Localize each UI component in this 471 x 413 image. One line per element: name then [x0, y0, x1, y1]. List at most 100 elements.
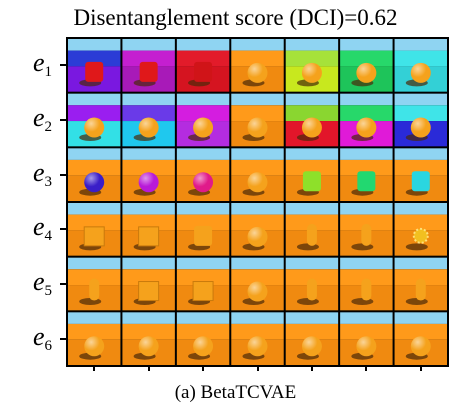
cell-sky [340, 148, 393, 160]
row-label-index: 1 [44, 64, 53, 81]
grid-image-cell [394, 203, 447, 256]
object-highlight [301, 62, 322, 83]
grid-image-cell [231, 203, 284, 256]
grid-image-cell [340, 148, 393, 201]
row-label: e3 [0, 159, 53, 195]
cell-wall [285, 50, 339, 67]
object-highlight [247, 172, 268, 193]
object-highlight [301, 336, 322, 357]
object-capsule [306, 223, 317, 246]
cell-sky [231, 39, 284, 51]
cell-sky [340, 93, 393, 106]
grid-image-cell [340, 312, 393, 365]
object-cube [138, 226, 160, 247]
cell-sky [122, 312, 175, 324]
grid-image-cell [176, 148, 230, 201]
cell-wall [176, 159, 230, 176]
object-capsule [306, 278, 317, 301]
cell-wall [394, 269, 447, 286]
x-tick [147, 365, 150, 371]
object-cylinder [139, 61, 158, 82]
grid-image-cell [231, 257, 284, 311]
object-shadow [351, 298, 374, 306]
object-cylinder [194, 61, 213, 82]
cell-sky [176, 93, 230, 106]
object-shadow [405, 298, 428, 306]
cell-sky [340, 312, 393, 324]
cell-wall [231, 269, 284, 286]
grid-image-cell [122, 257, 175, 311]
object-highlight [138, 336, 159, 357]
object-cylinder [302, 171, 321, 192]
object-highlight [410, 62, 431, 83]
cell-sky [176, 148, 230, 160]
grid-image-cell [68, 39, 121, 92]
cell-wall [68, 105, 121, 122]
object-cube [138, 281, 160, 302]
cell-wall [231, 323, 284, 340]
cell-sky [68, 257, 121, 270]
object-highlight [301, 117, 322, 138]
x-tick [93, 365, 96, 371]
object-highlight [247, 336, 268, 357]
row-label-variable: e [32, 267, 45, 296]
cell-sky [68, 39, 121, 51]
cell-wall [394, 214, 447, 231]
cell-wall [68, 269, 121, 286]
row-label: e5 [0, 269, 52, 304]
grid-image-cell [122, 312, 175, 365]
object-shadow [296, 243, 319, 251]
row-label: e2 [0, 105, 52, 140]
object-shadow [351, 243, 374, 251]
object-capsule [89, 278, 100, 301]
cell-wall [340, 50, 393, 67]
row-label-index: 2 [44, 119, 53, 135]
grid-image-cell [285, 148, 339, 201]
row-label-index: 4 [44, 228, 53, 245]
cell-sky [340, 203, 393, 215]
object-highlight [356, 336, 377, 357]
cell-sky [394, 257, 447, 270]
cell-sky [122, 93, 175, 106]
object-blob [412, 227, 429, 244]
grid-image-cell [231, 148, 284, 201]
cell-wall [68, 159, 121, 176]
grid-image-cell [394, 312, 447, 365]
row-label: e6 [0, 321, 52, 359]
grid-image-cell [176, 257, 230, 311]
object-cylinder [357, 171, 376, 192]
grid-image-cell [176, 312, 230, 365]
grid-image-cell [231, 312, 284, 365]
grid-image-cell [68, 93, 121, 147]
cell-sky [231, 312, 284, 324]
x-tick [202, 365, 205, 371]
grid-image-cell [394, 39, 447, 92]
grid-image-cell [176, 39, 230, 92]
object-highlight [247, 117, 268, 138]
cell-wall [394, 159, 447, 176]
object-cube [192, 281, 214, 302]
cell-sky [394, 148, 447, 160]
object-highlight [247, 62, 268, 83]
cell-wall [231, 50, 284, 67]
object-highlight [410, 117, 431, 138]
grid-image-cell [68, 203, 121, 256]
row-label: e4 [0, 214, 52, 249]
cell-wall [285, 323, 339, 340]
cell-sky [285, 148, 339, 160]
y-tick [60, 283, 68, 285]
cell-sky [231, 203, 284, 215]
row-label-variable: e [32, 321, 45, 351]
grid-image-cell [122, 39, 175, 92]
cell-sky [231, 257, 284, 270]
grid-image-cell [176, 93, 230, 147]
cell-sky [285, 203, 339, 215]
grid-image-cell [122, 93, 175, 147]
cell-sky [176, 257, 230, 270]
object-cylinder [411, 171, 430, 192]
cell-sky [231, 148, 284, 160]
object-highlight [410, 336, 431, 357]
cell-wall [176, 50, 230, 67]
row-label-index: 3 [44, 173, 53, 190]
object-highlight [138, 172, 159, 193]
